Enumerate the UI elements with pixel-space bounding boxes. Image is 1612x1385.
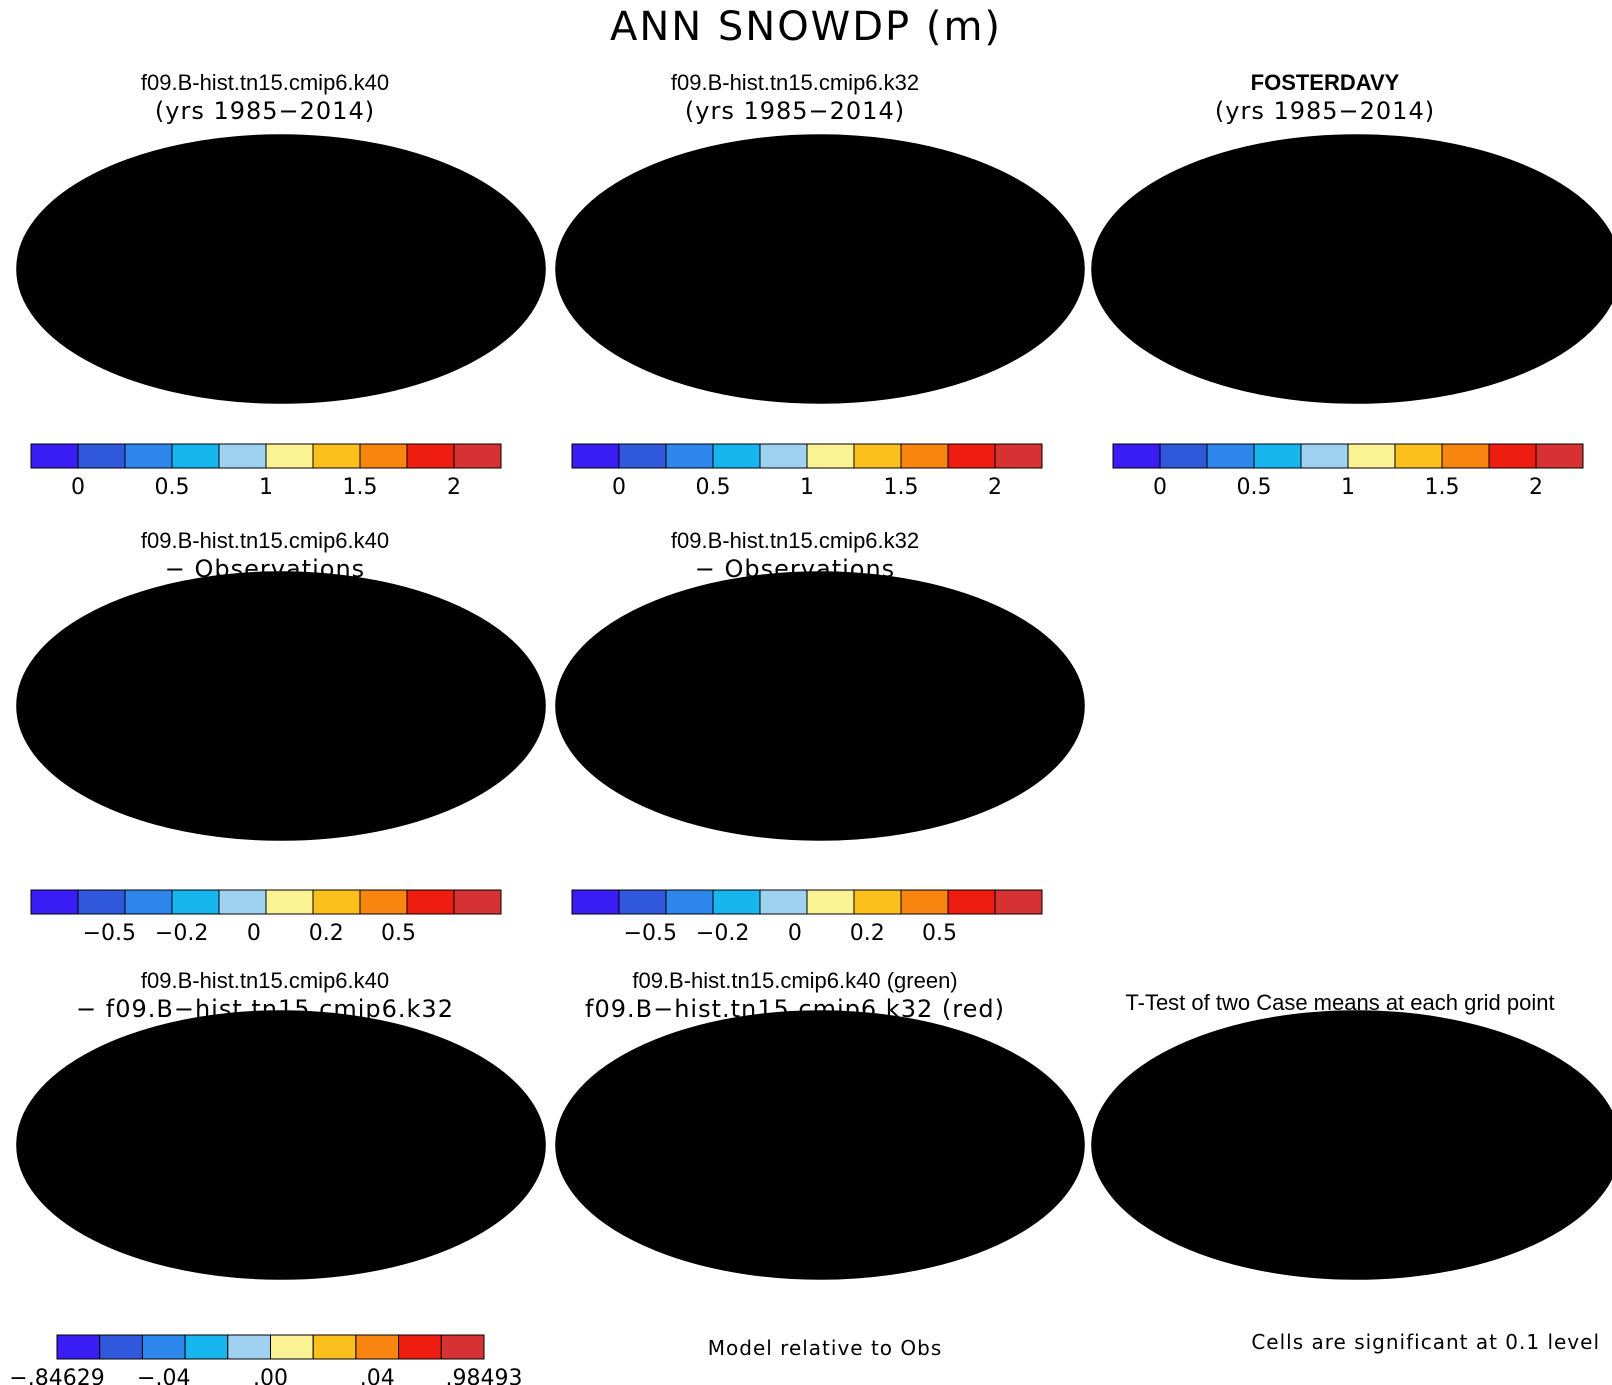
panel-1-title-line2: (yrs 1985−2014): [154, 97, 376, 125]
panel-2-title: f09.B-hist.tn15.cmip6.k32 (yrs 1985−2014…: [560, 70, 1030, 126]
colorbar-5-label-5: 0.5: [922, 921, 957, 946]
panel-5-title: f09.B-hist.tn15.cmip6.k32 − Observations: [560, 528, 1030, 584]
colorbar-3-label-1: 0: [1153, 475, 1167, 500]
colorbar-6-label-4: .04: [360, 1366, 395, 1385]
significance-note: Cells are significant at 0.1 level: [1251, 1330, 1600, 1354]
panel-7-title-line1: f09.B-hist.tn15.cmip6.k40 (green): [632, 968, 958, 993]
colorbar-4-label-3: 0: [247, 921, 261, 946]
colorbar-1: 0 0.5 1 1.5 2: [30, 443, 502, 500]
colorbar-2-label-5: 2: [988, 475, 1002, 500]
map-panel-6: [16, 1010, 546, 1280]
map-panel-8: [1091, 1010, 1612, 1280]
colorbar-4-label-1: −0.5: [83, 921, 136, 946]
colorbar-5-label-1: −0.5: [624, 921, 677, 946]
panel-2-title-line2: (yrs 1985−2014): [684, 97, 906, 125]
colorbar-5: −0.5 −0.2 0 0.2 0.5: [571, 889, 1043, 946]
panel-7-title: f09.B-hist.tn15.cmip6.k40 (green) f09.B−…: [550, 968, 1040, 1024]
colorbar-5-label-3: 0: [788, 921, 802, 946]
colorbar-6-label-3: .00: [253, 1366, 288, 1385]
colorbar-1-label-3: 1: [259, 475, 273, 500]
model-relative-note: Model relative to Obs: [707, 1336, 943, 1360]
colorbar-4: −0.5 −0.2 0 0.2 0.5: [30, 889, 502, 946]
colorbar-4-label-2: −0.2: [155, 921, 208, 946]
colorbar-2-label-2: 0.5: [696, 475, 731, 500]
colorbar-2-label-1: 0: [612, 475, 626, 500]
colorbar-2-label-3: 1: [800, 475, 814, 500]
main-title: ANN SNOWDP (m): [609, 4, 1003, 50]
colorbar-3-label-5: 2: [1529, 475, 1543, 500]
panel-4-title-line1: f09.B-hist.tn15.cmip6.k40: [140, 528, 390, 553]
colorbar-5-label-2: −0.2: [696, 921, 749, 946]
colorbar-2-label-4: 1.5: [884, 475, 919, 500]
colorbar-1-label-1: 0: [71, 475, 85, 500]
colorbar-3: 0 0.5 1 1.5 2: [1112, 443, 1584, 500]
colorbar-3-label-4: 1.5: [1425, 475, 1460, 500]
colorbar-1-label-5: 2: [447, 475, 461, 500]
colorbar-4-label-5: 0.5: [381, 921, 416, 946]
panel-5-title-line1: f09.B-hist.tn15.cmip6.k32: [670, 528, 920, 553]
colorbar-6-label-1: −.84629: [9, 1366, 104, 1385]
colorbar-1-label-2: 0.5: [155, 475, 190, 500]
colorbar-6: −.84629 −.04 .00 .04 .98493: [9, 1334, 523, 1385]
colorbar-3-label-3: 1: [1341, 475, 1355, 500]
map-panel-3: [1091, 134, 1612, 404]
colorbar-1-label-4: 1.5: [343, 475, 378, 500]
panel-1-title-line1: f09.B-hist.tn15.cmip6.k40: [140, 70, 390, 95]
colorbar-5-label-4: 0.2: [850, 921, 885, 946]
panel-1-title: f09.B-hist.tn15.cmip6.k40 (yrs 1985−2014…: [30, 70, 500, 126]
colorbar-4-label-4: 0.2: [309, 921, 344, 946]
colorbar-2: 0 0.5 1 1.5 2: [571, 443, 1043, 500]
colorbar-3-label-2: 0.5: [1237, 475, 1272, 500]
colorbar-6-label-5: .98493: [446, 1366, 523, 1385]
colorbar-6-label-2: −.04: [137, 1366, 190, 1385]
panel-3-title-line1: FOSTERDAVY: [1250, 70, 1400, 95]
panel-3-title: FOSTERDAVY (yrs 1985−2014): [1090, 70, 1560, 126]
panel-6-title-line1: f09.B-hist.tn15.cmip6.k40: [140, 968, 390, 993]
panel-3-title-line2: (yrs 1985−2014): [1214, 97, 1436, 125]
panel-2-title-line1: f09.B-hist.tn15.cmip6.k32: [670, 70, 920, 95]
